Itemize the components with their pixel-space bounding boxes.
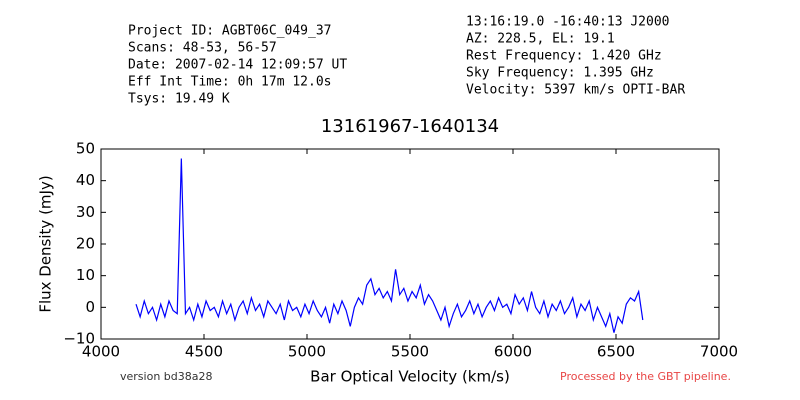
x-tick-label: 6500 <box>597 343 635 361</box>
y-tick-label: 20 <box>76 235 95 253</box>
x-axis-label: Bar Optical Velocity (km/s) <box>310 368 510 386</box>
y-tick-label: −10 <box>63 330 95 348</box>
spectrum-line <box>135 158 644 333</box>
header-line: Tsys: 19.49 K <box>128 92 230 107</box>
header-line: Date: 2007-02-14 12:09:57 UT <box>128 58 347 73</box>
plot-frame <box>100 148 720 340</box>
x-tick-label: 5500 <box>391 343 429 361</box>
y-tick-label: 10 <box>76 266 95 284</box>
version-note: version bd38a28 <box>120 370 213 383</box>
header-line: Project ID: AGBT06C_049_37 <box>128 24 332 39</box>
header-line: Velocity: 5397 km/s OPTI-BAR <box>466 83 685 98</box>
x-tick-label: 4000 <box>82 343 120 361</box>
x-tick-label: 7000 <box>700 343 738 361</box>
y-tick-label: 40 <box>76 171 95 189</box>
x-tick-label: 5000 <box>288 343 326 361</box>
header-line: Sky Frequency: 1.395 GHz <box>466 66 654 81</box>
y-tick-label: 50 <box>76 140 95 158</box>
x-tick-label: 4500 <box>185 343 223 361</box>
header-line: AZ: 228.5, EL: 19.1 <box>466 32 615 47</box>
x-tick-label: 6000 <box>494 343 532 361</box>
chart-title: 13161967-1640134 <box>321 116 499 137</box>
header-line: Rest Frequency: 1.420 GHz <box>466 49 662 64</box>
pipeline-note: Processed by the GBT pipeline. <box>560 370 731 383</box>
header-line: 13:16:19.0 -16:40:13 J2000 <box>466 15 670 30</box>
header-line: Eff Int Time: 0h 17m 12.0s <box>128 75 332 90</box>
y-tick-label: 0 <box>85 298 95 316</box>
y-axis-label: Flux Density (mJy) <box>37 175 55 312</box>
header-line: Scans: 48-53, 56-57 <box>128 41 277 56</box>
y-tick-label: 30 <box>76 203 95 221</box>
